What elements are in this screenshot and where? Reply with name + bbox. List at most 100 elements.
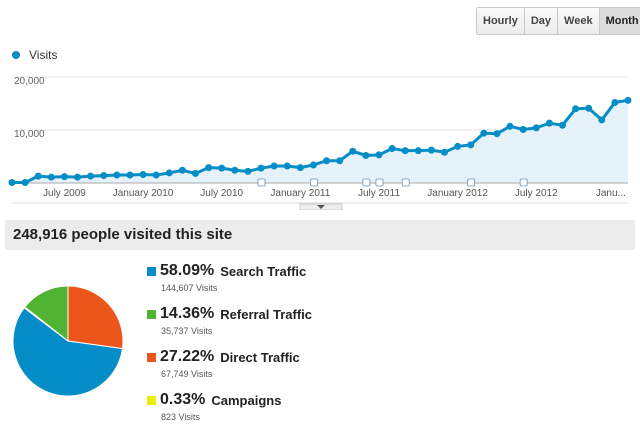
data-point — [493, 130, 501, 138]
legend-label: Visits — [29, 48, 58, 62]
traffic-visits: 144,607 Visits — [161, 283, 218, 293]
x-tick-label: Janu... — [596, 188, 626, 199]
traffic-pie-chart[interactable] — [10, 283, 126, 399]
data-point — [454, 142, 462, 150]
data-point — [388, 145, 396, 153]
pie-slice-referral-traffic[interactable] — [24, 285, 69, 343]
data-point — [611, 98, 619, 106]
traffic-visits: 35,737 Visits — [161, 326, 213, 336]
legend-dot-icon — [12, 51, 20, 59]
traffic-percent: 58.09% — [160, 262, 215, 279]
campaigns-swatch-icon — [147, 395, 156, 405]
data-point — [283, 162, 291, 170]
data-point — [401, 147, 409, 155]
data-point — [34, 172, 42, 180]
data-point — [100, 172, 108, 180]
data-point — [309, 161, 317, 169]
search-swatch-icon — [147, 266, 156, 276]
hourly-button[interactable]: Hourly — [477, 8, 524, 34]
traffic-percent: 27.22% — [160, 348, 215, 365]
data-point — [126, 171, 134, 179]
annotation-marker-icon — [467, 178, 476, 187]
data-point — [467, 141, 475, 149]
data-point — [375, 151, 383, 159]
data-point — [349, 147, 357, 155]
x-tick-label: January 2010 — [113, 188, 174, 199]
traffic-item-campaigns: 0.33% Campaigns 823 Visits — [147, 391, 312, 434]
data-point — [47, 173, 55, 181]
x-tick-label: July 2011 — [358, 188, 401, 199]
data-point — [545, 119, 553, 127]
data-point — [414, 147, 422, 155]
annotation-marker-icon — [519, 178, 528, 187]
data-point — [572, 105, 580, 113]
data-point — [87, 172, 95, 180]
data-point — [506, 122, 514, 130]
data-point — [585, 104, 593, 112]
visitor-summary: 248,916 people visited this site — [5, 220, 635, 250]
pie-slice-search-traffic[interactable] — [12, 307, 124, 397]
annotation-marker-icon — [375, 178, 384, 187]
x-tick-label: January 2011 — [270, 188, 330, 199]
data-point — [60, 173, 68, 181]
granularity-toggle: Hourly Day Week Month — [476, 7, 640, 35]
traffic-sources-list: 58.09% Search Traffic 144,607 Visits 14.3… — [147, 262, 312, 434]
day-button[interactable]: Day — [523, 8, 558, 34]
x-tick-label: July 2009 — [43, 188, 86, 199]
data-point — [480, 129, 488, 137]
x-tick-label: July 2010 — [200, 188, 243, 199]
data-point — [113, 171, 121, 179]
x-tick-label: January 2012 — [427, 188, 488, 199]
y-tick-label: 20,000 — [14, 76, 45, 87]
data-point — [205, 164, 213, 172]
data-point — [336, 157, 344, 165]
data-point — [139, 171, 147, 179]
data-point — [21, 178, 29, 186]
week-button[interactable]: Week — [557, 8, 599, 34]
referral-swatch-icon — [147, 309, 156, 319]
traffic-label[interactable]: Direct Traffic — [220, 349, 300, 365]
data-point — [152, 171, 160, 179]
direct-swatch-icon — [147, 352, 156, 362]
annotation-marker-icon — [257, 178, 266, 187]
y-tick-label: 10,000 — [14, 129, 45, 140]
chart-legend[interactable]: Visits — [12, 48, 57, 62]
traffic-item-referral: 14.36% Referral Traffic 35,737 Visits — [147, 305, 312, 348]
data-point — [74, 173, 82, 181]
annotation-marker-icon — [362, 178, 371, 187]
data-point — [178, 166, 186, 174]
annotation-marker-icon — [310, 178, 318, 187]
data-point — [427, 146, 435, 154]
data-point — [270, 162, 278, 170]
traffic-visits: 67,749 Visits — [161, 369, 213, 379]
data-point — [231, 166, 239, 174]
traffic-label[interactable]: Referral Traffic — [220, 306, 313, 322]
traffic-visits: 823 Visits — [161, 412, 200, 422]
data-point — [191, 169, 199, 177]
traffic-percent: 14.36% — [160, 305, 215, 322]
data-point — [8, 178, 16, 186]
data-point — [362, 151, 370, 159]
data-point — [257, 164, 265, 172]
visits-area — [12, 100, 628, 183]
traffic-label[interactable]: Search Traffic — [220, 263, 307, 279]
visits-line-chart[interactable]: 10,000 20,000 July 2009 January 2010 July 20… — [0, 60, 640, 210]
traffic-percent: 0.33% — [160, 391, 206, 408]
data-point — [532, 124, 540, 132]
data-point — [244, 167, 252, 175]
month-button[interactable]: Month — [598, 8, 640, 34]
data-point — [558, 121, 566, 129]
data-point — [218, 164, 226, 172]
data-point — [323, 157, 331, 165]
data-point — [598, 116, 606, 124]
traffic-label[interactable]: Campaigns — [211, 392, 282, 408]
data-point — [519, 125, 527, 133]
chevron-down-icon — [317, 205, 325, 209]
data-point — [165, 169, 173, 177]
pie-slice-direct-traffic[interactable] — [67, 285, 124, 350]
data-point — [296, 164, 304, 172]
x-tick-label: July 2012 — [515, 188, 558, 199]
annotation-marker-icon — [401, 178, 410, 187]
traffic-item-direct: 27.22% Direct Traffic 67,749 Visits — [147, 348, 312, 391]
data-point — [441, 148, 449, 156]
